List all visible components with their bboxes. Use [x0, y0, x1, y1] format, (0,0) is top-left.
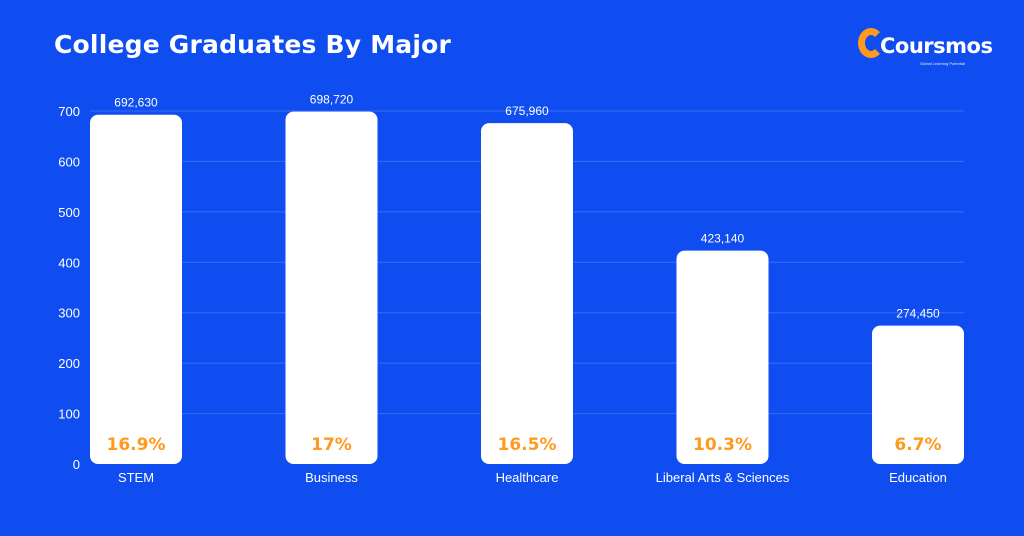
bar-percent-label: 16.5% [498, 435, 557, 455]
bar-value-label: 423,140 [701, 232, 745, 246]
x-category-label: Healthcare [496, 470, 559, 485]
y-tick-label: 0 [73, 457, 80, 472]
logo-c-icon [858, 28, 884, 58]
bar-percent-label: 16.9% [107, 435, 166, 455]
y-axis: 0 100 200 300 400 500 600 700 [58, 104, 80, 472]
x-category-label: Business [305, 470, 358, 485]
y-tick-label: 500 [58, 205, 80, 220]
logo-text: Coursmos [880, 34, 993, 58]
y-tick-label: 400 [58, 255, 80, 270]
bar [481, 123, 573, 464]
bar-percent-label: 6.7% [894, 435, 941, 455]
bar [285, 111, 378, 465]
bar-value-label: 274,450 [896, 307, 940, 321]
bar-value-label: 698,720 [310, 93, 354, 107]
bar [872, 325, 964, 464]
x-category-label: Liberal Arts & Sciences [656, 470, 790, 485]
x-category-label: STEM [118, 470, 154, 485]
bar [676, 250, 769, 464]
y-tick-label: 100 [58, 407, 80, 422]
logo-tagline: Global Learning Potential [920, 61, 965, 66]
chart-title: College Graduates By Major [54, 30, 452, 59]
y-tick-label: 700 [58, 104, 80, 119]
bar-percent-label: 10.3% [693, 435, 752, 455]
labels: 692,630 16.9% STEM 698,720 17% Business 675,96… [107, 93, 947, 485]
y-tick-label: 600 [58, 154, 80, 169]
bar [90, 114, 182, 464]
bar-value-label: 692,630 [114, 96, 158, 110]
coursmos-logo: Coursmos Global Learning Potential [858, 28, 993, 72]
y-tick-label: 300 [58, 306, 80, 321]
bar-percent-label: 17% [311, 435, 352, 455]
y-tick-label: 200 [58, 356, 80, 371]
bars [90, 111, 964, 465]
x-category-label: Education [889, 470, 947, 485]
bar-value-label: 675,960 [505, 104, 549, 118]
